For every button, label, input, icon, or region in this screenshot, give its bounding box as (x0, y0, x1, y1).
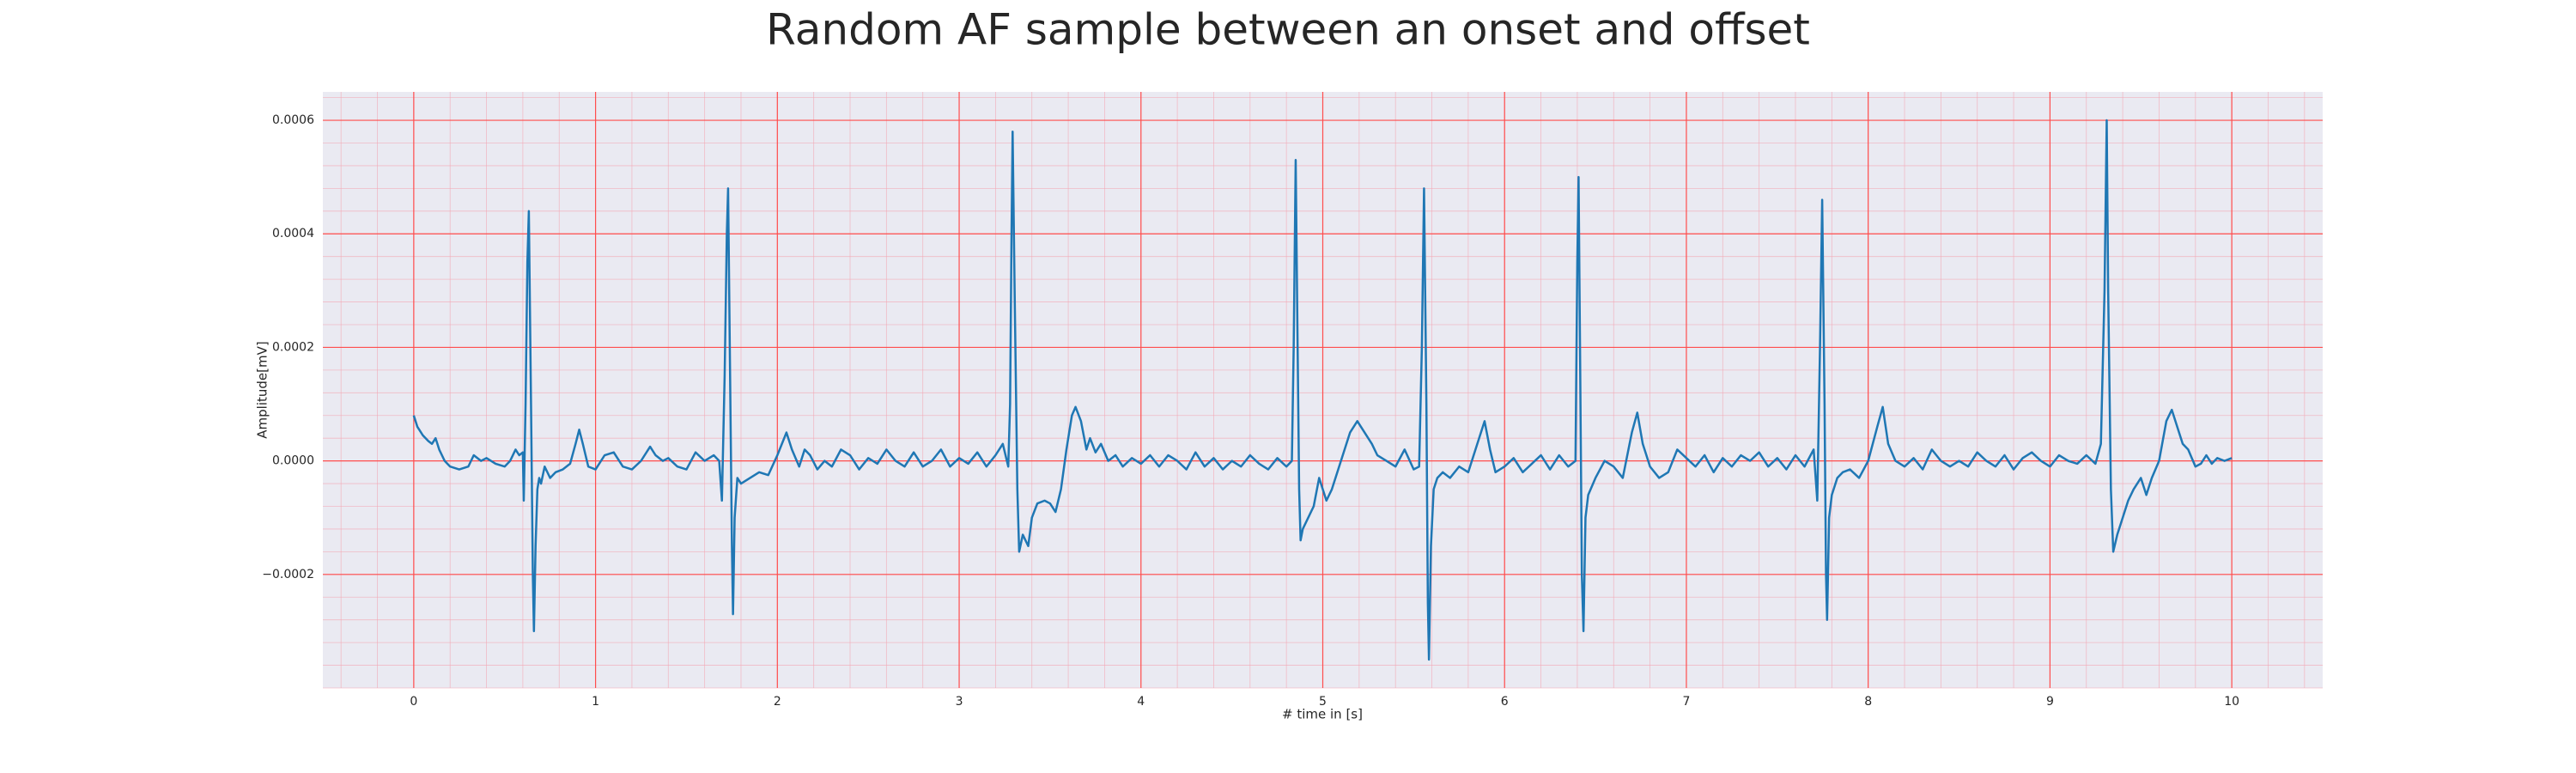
x-tick-label: 9 (2046, 695, 2054, 709)
x-tick-label: 7 (1682, 695, 1690, 709)
y-axis-label: Amplitude[mV] (255, 341, 270, 438)
x-tick-label: 8 (1864, 695, 1872, 709)
x-tick-label: 5 (1319, 695, 1327, 709)
x-tick-label: 1 (592, 695, 599, 709)
signal-line (412, 119, 2233, 661)
x-axis-label: # time in [s] (1282, 707, 1363, 722)
y-tick-label: 0.0000 (272, 454, 314, 468)
y-tick-label: 0.0006 (272, 113, 314, 127)
y-tick-label: −0.0002 (262, 568, 314, 581)
marks (412, 119, 2233, 661)
grid (323, 92, 2323, 689)
x-tick-label: 10 (2224, 695, 2239, 709)
chart-title: Random AF sample between an onset and of… (766, 5, 1810, 55)
x-tick-label: 2 (774, 695, 781, 709)
x-tick-label: 4 (1137, 695, 1145, 709)
x-tick-label: 0 (410, 695, 417, 709)
y-tick-label: 0.0004 (272, 227, 314, 240)
x-tick-label: 6 (1501, 695, 1509, 709)
x-tick-label: 3 (956, 695, 963, 709)
y-tick-label: 0.0002 (272, 340, 314, 354)
